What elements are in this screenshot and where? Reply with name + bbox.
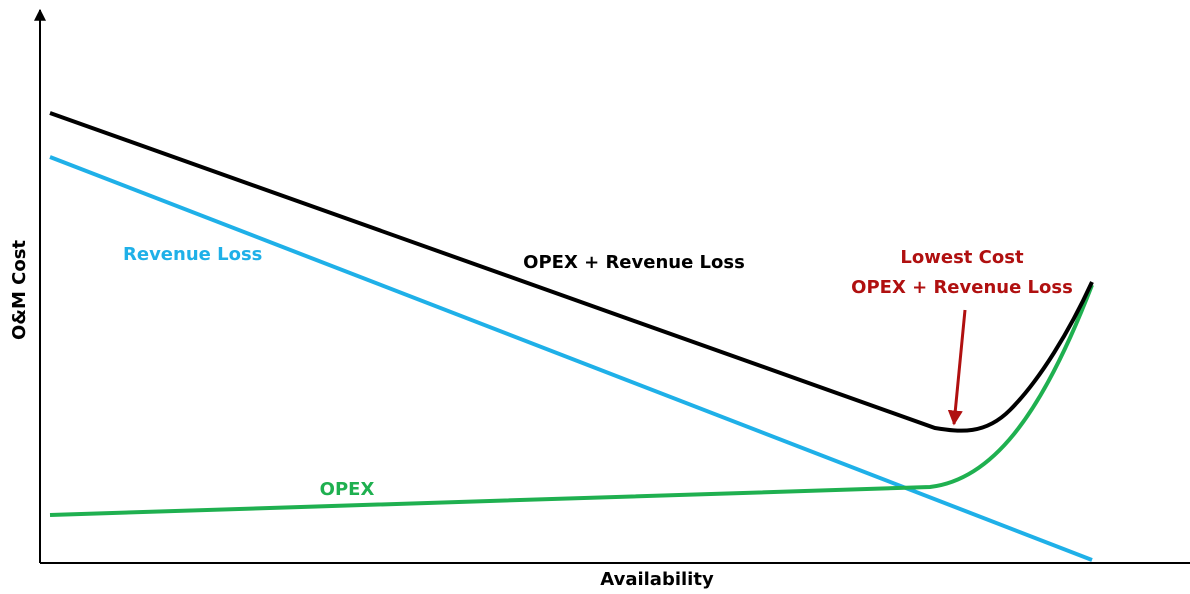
total-curve bbox=[49, 111, 1094, 433]
revenue-loss-curve bbox=[49, 155, 1093, 562]
total-label: OPEX + Revenue Loss bbox=[523, 252, 745, 273]
revenue-loss-label: Revenue Loss bbox=[123, 244, 262, 265]
annotation-line1: Lowest Cost bbox=[900, 247, 1024, 268]
y-axis-label: O&M Cost bbox=[9, 240, 30, 340]
annotation-arrow bbox=[947, 309, 967, 426]
opex-label: OPEX bbox=[320, 479, 375, 500]
x-axis-label: Availability bbox=[600, 569, 714, 590]
annotation-line2: OPEX + Revenue Loss bbox=[851, 277, 1073, 298]
opex-curve bbox=[49, 284, 1094, 517]
